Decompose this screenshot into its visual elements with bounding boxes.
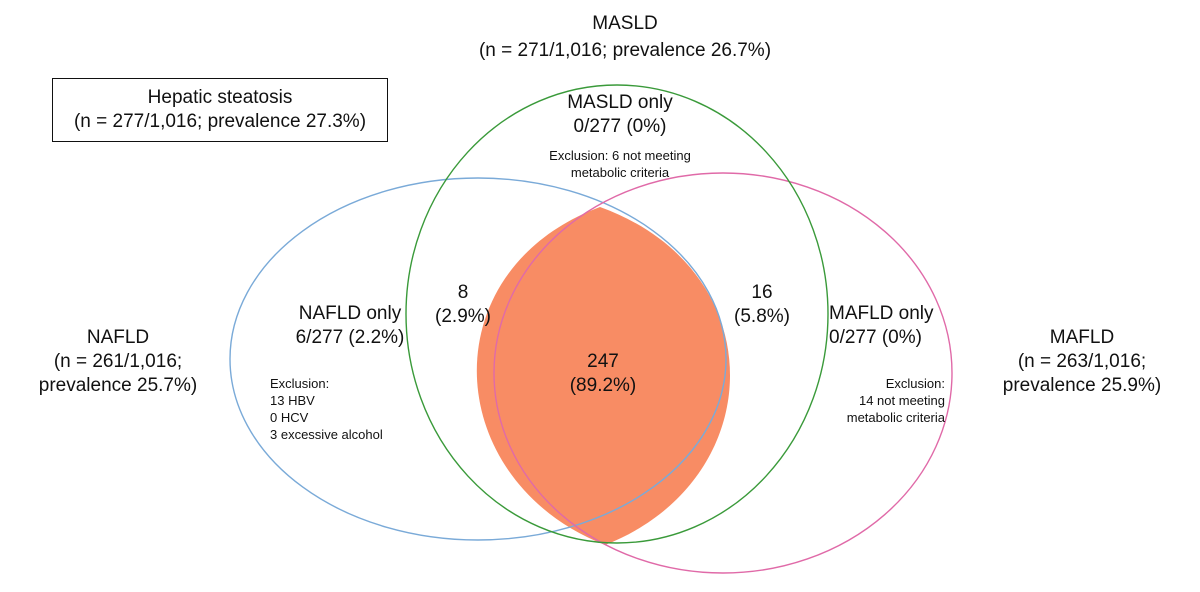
mafld-exclusion-line: 14 not meeting: [858, 392, 945, 408]
mafld-only-label: MAFLD only: [829, 303, 934, 324]
all-three-overlap: 247 (89.2%): [553, 350, 653, 398]
nafld-detail: (n = 261/1,016;: [53, 350, 183, 372]
nafld-only-value: 6/277 (2.2%): [295, 326, 405, 348]
mafld-exclusion: Exclusion: 14 not meeting metabolic crit…: [820, 376, 945, 427]
mafld-detail: (n = 263/1,016;: [1017, 350, 1147, 372]
mafld-exclusion-line: metabolic criteria: [846, 409, 945, 425]
hepatic-steatosis-box: Hepatic steatosis (n = 277/1,016; preval…: [52, 78, 388, 142]
mafld-detail: prevalence 25.9%): [1002, 374, 1162, 396]
hepatic-steatosis-detail: (n = 277/1,016; prevalence 27.3%): [73, 111, 367, 132]
nafld-exclusion-line: 3 excessive alcohol: [270, 426, 383, 442]
nafld-exclusion-line: 0 HCV: [270, 409, 309, 425]
nafld-exclusion-line: 13 HBV: [270, 392, 315, 408]
masld-circle: [405, 84, 829, 544]
masld-only-group: MASLD only 0/277 (0%): [520, 91, 720, 139]
mafld-only-value: 0/277 (0%): [829, 326, 922, 348]
nafld-circle: [229, 177, 727, 541]
masld-title: MASLD: [592, 13, 658, 34]
nafld-detail: prevalence 25.7%): [38, 374, 198, 396]
masld-mafld-overlap: 16 (5.8%): [712, 281, 812, 329]
mafld-only-group: MAFLD only 0/277 (0%): [829, 302, 934, 350]
hepatic-steatosis-title: Hepatic steatosis: [147, 87, 293, 109]
nafld-masld-count: 8: [457, 282, 469, 303]
masld-exclusion: Exclusion: 6 not meeting metabolic crite…: [520, 148, 720, 182]
all-three-count: 247: [587, 351, 619, 372]
masld-exclusion-line: Exclusion: 6 not meeting: [549, 148, 691, 163]
masld-mafld-count: 16: [751, 282, 773, 303]
masld-exclusion-line: metabolic criteria: [570, 164, 670, 180]
nafld-header: NAFLD (n = 261/1,016; prevalence 25.7%): [18, 326, 218, 397]
mafld-exclusion-line: Exclusion:: [885, 376, 945, 391]
masld-only-value: 0/277 (0%): [573, 115, 667, 137]
masld-only-label: MASLD only: [567, 92, 673, 113]
nafld-exclusion-line: Exclusion:: [270, 376, 330, 391]
all-three-overlap-region: [476, 207, 730, 545]
mafld-header: MAFLD (n = 263/1,016; prevalence 25.9%): [982, 326, 1182, 397]
nafld-masld-pct: (2.9%): [435, 305, 491, 327]
nafld-title: NAFLD: [86, 327, 150, 348]
nafld-only-group: NAFLD only 6/277 (2.2%): [270, 302, 430, 350]
nafld-exclusion: Exclusion: 13 HBV 0 HCV 3 excessive alco…: [270, 376, 383, 444]
masld-detail: (n = 271/1,016; prevalence 26.7%): [478, 39, 772, 61]
all-three-pct: (89.2%): [569, 374, 637, 396]
nafld-masld-overlap: 8 (2.9%): [413, 281, 513, 329]
masld-header: MASLD (n = 271/1,016; prevalence 26.7%): [425, 12, 825, 63]
mafld-title: MAFLD: [1049, 327, 1115, 348]
nafld-only-label: NAFLD only: [298, 303, 402, 324]
mafld-circle: [493, 172, 953, 574]
masld-mafld-pct: (5.8%): [734, 305, 790, 327]
